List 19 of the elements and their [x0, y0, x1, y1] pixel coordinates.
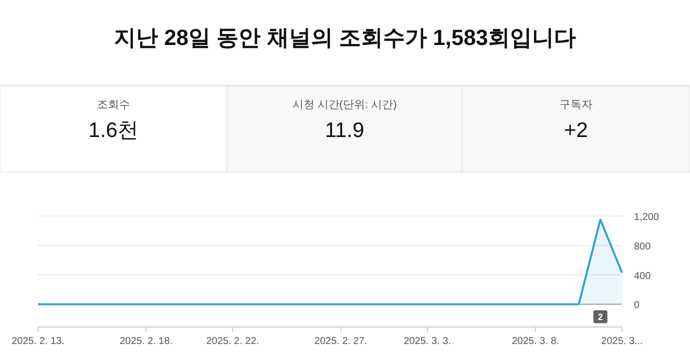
x-tick-label: 2025. 3. 8.	[512, 336, 560, 347]
text: 조회수	[97, 99, 130, 111]
text: 구독자	[560, 99, 592, 111]
annotation: 2	[598, 312, 603, 322]
x-tick-label: 2025. 3. 3.	[404, 336, 451, 347]
y-tick-label: 1,200	[634, 212, 660, 223]
x-tick-label: 2025. 2. 18.	[120, 336, 173, 347]
y-tick-label: 0	[634, 300, 640, 312]
text: +2	[564, 119, 588, 142]
x-tick-label: 2025. 2. 22.	[206, 336, 260, 347]
text: 1.6천	[88, 119, 139, 142]
x-tick-label: 2025. 2. 13.	[12, 336, 64, 347]
x-tick-label: 2025. 3...	[601, 336, 643, 347]
x-tick-label: 2025. 2. 27.	[314, 336, 368, 347]
text: 11.9	[324, 119, 364, 142]
y-tick-label: 800	[634, 241, 652, 252]
text: 지난 28일 동안 채널의 조회수가 1,583회입니다	[114, 25, 576, 50]
text: 시청 시간(단위: 시간)	[292, 99, 397, 111]
y-tick-label: 400	[634, 270, 652, 282]
